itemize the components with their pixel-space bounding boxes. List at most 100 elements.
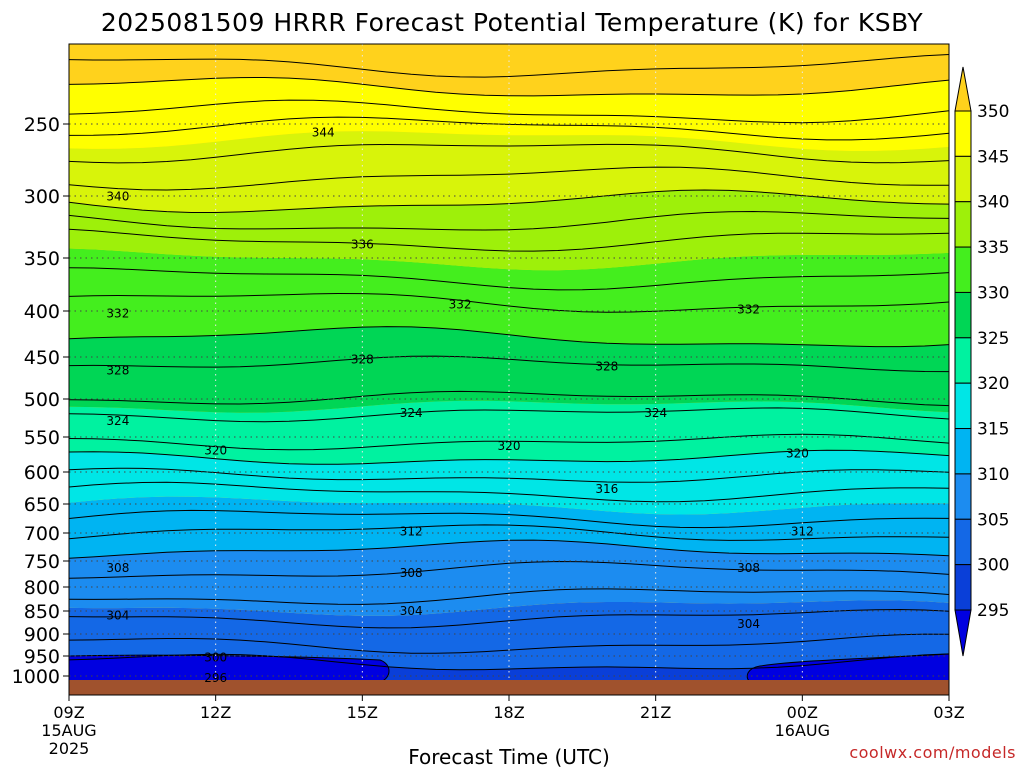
y-tick-label-300: 300 bbox=[24, 186, 60, 208]
contour-label-308: 308 bbox=[400, 566, 423, 580]
contour-label-332: 332 bbox=[737, 303, 760, 317]
y-tick-label-650: 650 bbox=[24, 494, 60, 516]
contour-352 bbox=[69, 54, 949, 78]
y-tick-label-500: 500 bbox=[24, 389, 60, 411]
contour-label-316: 316 bbox=[595, 482, 618, 496]
colorbar-label-320: 320 bbox=[977, 374, 1009, 394]
colorbar-label-315: 315 bbox=[977, 420, 1009, 440]
contour-label-300: 300 bbox=[204, 651, 227, 665]
contour-label-344: 344 bbox=[312, 125, 335, 139]
x-tick-sublabel: 15AUG bbox=[41, 721, 96, 740]
y-tick-label-700: 700 bbox=[24, 523, 60, 545]
x-tick-label-09Z: 09Z bbox=[53, 703, 84, 722]
colorbar-label-300: 300 bbox=[977, 556, 1009, 576]
cold-pool-1 bbox=[69, 654, 390, 683]
x-tick-label-15Z: 15Z bbox=[347, 703, 378, 722]
colorbar-swatch-325 bbox=[954, 291, 972, 339]
x-tick-label-03Z: 03Z bbox=[933, 703, 964, 722]
band-320 bbox=[69, 400, 949, 465]
y-tick-label-750: 750 bbox=[24, 551, 60, 573]
colorbar-swatch-330 bbox=[954, 246, 972, 293]
x-axis-title: Forecast Time (UTC) bbox=[408, 745, 610, 768]
contour-label-328: 328 bbox=[351, 352, 374, 366]
y-tick-label-900: 900 bbox=[24, 624, 60, 646]
band-350 bbox=[69, 44, 949, 96]
band-300 bbox=[69, 600, 949, 670]
contour-labels: 344 340 336 332 332 332 328 328 328 324 324 324 320 3… bbox=[106, 125, 814, 685]
colorbar-label-335: 335 bbox=[977, 238, 1009, 258]
colorbar-label-330: 330 bbox=[977, 283, 1009, 303]
gridlines bbox=[69, 44, 949, 695]
x-tick-label-00Z: 00Z bbox=[787, 703, 818, 722]
contour-label-312: 312 bbox=[400, 524, 423, 538]
x-tick-sublabel: 16AUG bbox=[775, 721, 830, 740]
y-tick-label-450: 450 bbox=[24, 347, 60, 369]
x-tick-sublabel: 2025 bbox=[49, 739, 90, 758]
colorbar-swatch-345 bbox=[954, 110, 972, 157]
contour-348 bbox=[69, 99, 949, 124]
colorbar-bottom-triangle-icon bbox=[954, 609, 972, 657]
contour-308 bbox=[69, 560, 949, 579]
y-tick-label-800: 800 bbox=[24, 577, 60, 599]
colorbar-swatch-320 bbox=[954, 337, 972, 384]
colorbar-swatch-335 bbox=[954, 201, 972, 248]
contour-label-320: 320 bbox=[204, 443, 227, 457]
contour-318 bbox=[69, 467, 949, 483]
colorbar-swatch-300 bbox=[954, 518, 972, 566]
x-tick-label-12Z: 12Z bbox=[200, 703, 231, 722]
contour-label-296: 296 bbox=[204, 671, 227, 685]
contour-label-332: 332 bbox=[449, 297, 472, 311]
chart-title: 2025081509 HRRR Forecast Potential Tempe… bbox=[101, 8, 924, 37]
credit-text: coolwx.com/models bbox=[849, 743, 1016, 762]
contour-label-324: 324 bbox=[400, 406, 423, 420]
colorbar-label-345: 345 bbox=[977, 147, 1009, 167]
colorbar-top-triangle-icon bbox=[954, 66, 972, 112]
contour-336 bbox=[69, 228, 949, 252]
contour-label-312: 312 bbox=[791, 524, 814, 538]
contour-label-328: 328 bbox=[595, 359, 618, 373]
contour-label-308: 308 bbox=[106, 561, 129, 575]
surface-ground bbox=[69, 680, 949, 695]
colorbar-swatch-305 bbox=[954, 473, 972, 520]
contour-338 bbox=[69, 210, 949, 231]
contour-label-332: 332 bbox=[106, 306, 129, 320]
y-tick-label-600: 600 bbox=[24, 462, 60, 484]
y-tick-label-1000: 1000 bbox=[12, 666, 60, 688]
colorbar-label-340: 340 bbox=[977, 193, 1009, 213]
x-tick-label-18Z: 18Z bbox=[493, 703, 524, 722]
contour-334 bbox=[69, 267, 949, 291]
colorbar-label-310: 310 bbox=[977, 465, 1009, 485]
contour-328 bbox=[69, 355, 949, 373]
contour-320 bbox=[69, 449, 949, 465]
colorbar-label-350: 350 bbox=[977, 102, 1009, 122]
contour-label-308: 308 bbox=[737, 561, 760, 575]
y-tick-label-350: 350 bbox=[24, 248, 60, 270]
band-310 bbox=[69, 496, 949, 559]
contour-344 bbox=[69, 143, 949, 164]
y-tick-label-400: 400 bbox=[24, 301, 60, 323]
contour-label-336: 336 bbox=[351, 237, 374, 251]
contour-label-320: 320 bbox=[786, 446, 809, 460]
y-tick-label-250: 250 bbox=[24, 114, 60, 136]
contour-332 bbox=[69, 292, 949, 313]
colorbar: 350 345 340 335 330 325 320 315 310 305 300 295 bbox=[954, 66, 1009, 657]
x-tick-label-21Z: 21Z bbox=[640, 703, 671, 722]
y-tick-label-550: 550 bbox=[24, 427, 60, 449]
colorbar-label-325: 325 bbox=[977, 329, 1009, 349]
contour-label-324: 324 bbox=[106, 414, 129, 428]
contour-label-304: 304 bbox=[737, 617, 760, 631]
contour-label-324: 324 bbox=[644, 406, 667, 420]
contour-label-328: 328 bbox=[106, 364, 129, 378]
y-tick-label-950: 950 bbox=[24, 646, 60, 668]
colorbar-label-295: 295 bbox=[977, 601, 1009, 621]
contour-304 bbox=[69, 608, 949, 629]
contour-label-304: 304 bbox=[106, 609, 129, 623]
colorbar-swatch-340 bbox=[954, 155, 972, 203]
colorbar-swatch-295 bbox=[954, 564, 972, 611]
contour-label-340: 340 bbox=[106, 190, 129, 204]
colorbar-swatch-310 bbox=[954, 428, 972, 475]
pressure-axis: 2503003504004505005506006507007508008509… bbox=[12, 114, 69, 688]
colorbar-swatch-315 bbox=[954, 382, 972, 430]
